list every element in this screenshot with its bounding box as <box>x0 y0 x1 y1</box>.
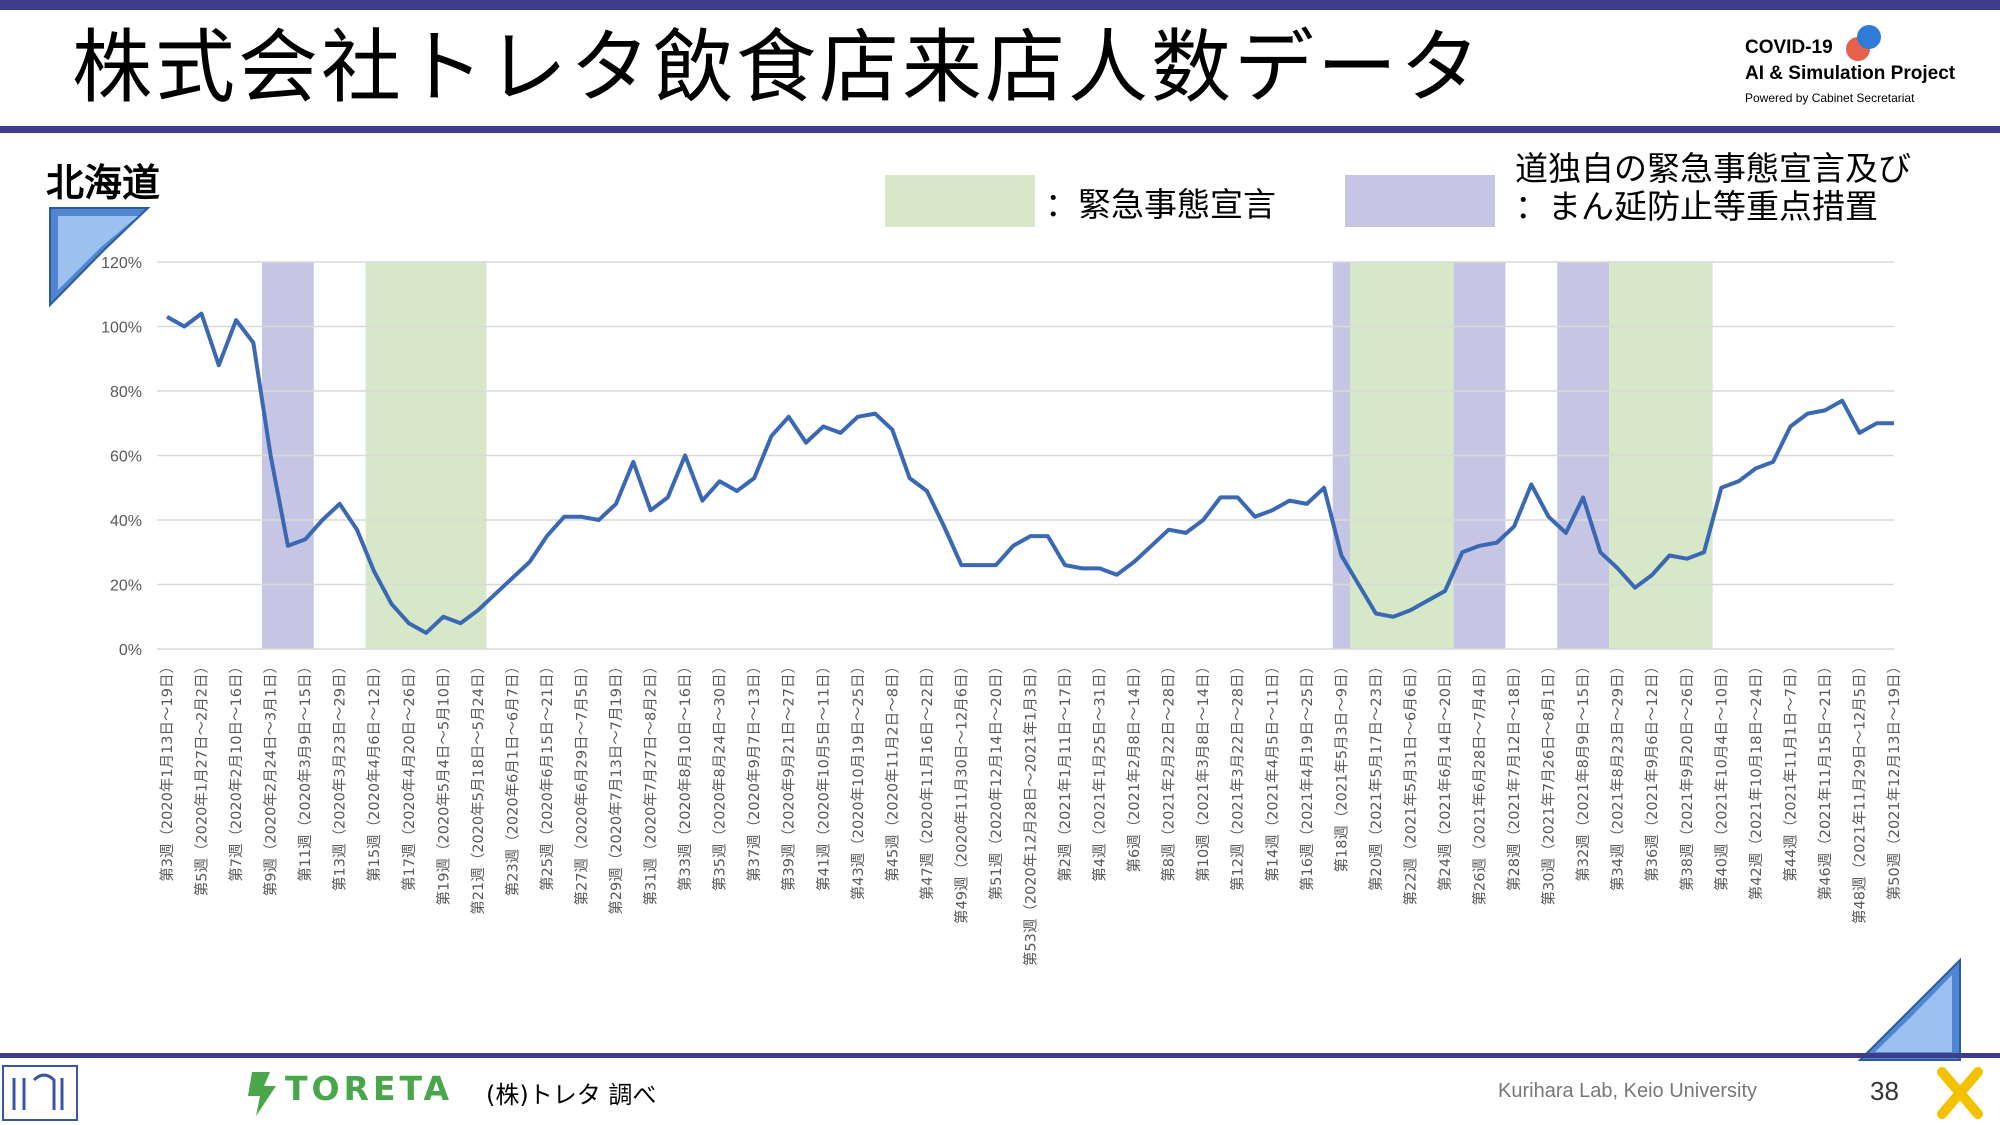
x-tick-label: 第17週（2020年4月20日～26日） <box>400 659 418 891</box>
x-tick-label: 第3週（2020年1月13日～19日） <box>158 659 176 882</box>
x-tick-label: 第8週（2021年2月22日～28日） <box>1160 659 1178 882</box>
x-tick-label: 第13週（2020年3月23日～29日） <box>331 659 349 891</box>
legend-priority-swatch <box>1345 175 1495 227</box>
legend-emergency-swatch <box>885 175 1035 227</box>
x-tick-label: 第25週（2020年6月15日～21日） <box>538 659 556 891</box>
logo-line3: Powered by Cabinet Secretariat <box>1745 91 1915 105</box>
x-tick-label: 第20週（2021年5月17日～23日） <box>1367 659 1385 891</box>
x-tick-label: 第49週（2020年11月30日～12月6日） <box>952 659 970 924</box>
x-tick-label: 第53週（2020年12月28日～2021年1月3日） <box>1022 659 1040 966</box>
y-tick-label: 40% <box>110 513 142 530</box>
x-tick-label: 第4週（2021年1月25日～31日） <box>1091 659 1109 882</box>
page-title: 株式会社トレタ飲食店来店人数データ <box>72 21 1483 114</box>
y-tick-label: 80% <box>110 384 142 401</box>
series-line <box>166 311 1894 635</box>
x-tick-label: 第46週（2021年11月15日～21日） <box>1816 659 1834 900</box>
x-tick-label: 第33週（2020年8月10日～16日） <box>676 659 694 891</box>
x-tick-label: 第18週（2021年5月3日～9日） <box>1332 659 1350 873</box>
source-note: (株)トレタ 調べ <box>486 1081 657 1109</box>
x-tick-label: 第35週（2020年8月24日～30日） <box>711 659 729 891</box>
y-tick-label: 20% <box>110 578 142 595</box>
x-tick-label: 第12週（2021年3月22日～28日） <box>1229 659 1247 891</box>
x-tick-label: 第45週（2020年11月2日～8日） <box>883 659 901 882</box>
x-tick-label: 第11週（2020年3月9日～15日） <box>296 659 314 882</box>
y-tick-label: 120% <box>101 255 142 272</box>
x-tick-label: 第44週（2021年11月1日～7日） <box>1781 659 1799 882</box>
footer-divider <box>0 1053 2000 1058</box>
x-tick-label: 第26週（2021年6月28日～7月4日） <box>1471 659 1489 905</box>
x-tick-label: 第40週（2021年10月4日～10日） <box>1712 659 1730 891</box>
x-tick-label: 第9週（2020年2月24日～3月1日） <box>262 659 280 896</box>
x-tick-label: 第23週（2020年6月1日～6月7日） <box>503 659 521 896</box>
x-tick-label: 第5週（2020年1月27日～2月2日） <box>193 659 211 896</box>
top-accent-bar <box>0 0 2000 10</box>
x-tick-label: 第36週（2021年9月6日～12日） <box>1643 659 1661 882</box>
page-number: 38 <box>1870 1076 1899 1106</box>
x-tick-label: 第7週（2020年2月10日～16日） <box>227 659 245 882</box>
x-tick-label: 第47週（2020年11月16日～22日） <box>918 659 936 900</box>
x-tick-label: 第39週（2020年9月21日～27日） <box>780 659 798 891</box>
x-tick-label: 第30週（2021年7月26日～8月1日） <box>1540 659 1558 905</box>
x-tick-label: 第24週（2021年6月14日～20日） <box>1436 659 1454 891</box>
x-tick-label: 第31週（2020年7月27日～8月2日） <box>642 659 660 905</box>
x-tick-label: 第38週（2021年9月20日～26日） <box>1678 659 1696 891</box>
x-tick-label: 第14週（2021年4月5日～11日） <box>1263 659 1281 882</box>
x-tick-label: 第27週（2020年6月29日～7月5日） <box>572 659 590 905</box>
x-tick-label: 第43週（2020年10月19日～25日） <box>849 659 867 900</box>
legend-emergency-label: ：緊急事態宣言 <box>1045 185 1276 224</box>
corner-arrow-bottom-right <box>1857 957 1961 1061</box>
x-tick-label: 第15週（2020年4月6日～12日） <box>365 659 383 882</box>
x-mark-icon <box>1937 1067 1983 1119</box>
x-tick-label: 第50週（2021年12月13日～19日） <box>1885 659 1903 900</box>
region-label: 北海道 <box>46 161 161 205</box>
x-tick-label: 第16週（2021年4月19日～25日） <box>1298 659 1316 891</box>
x-tick-label: 第42週（2021年10月18日～24日） <box>1747 659 1765 900</box>
x-tick-label: 第10週（2021年3月8日～14日） <box>1194 659 1212 882</box>
header-divider <box>0 126 2000 133</box>
x-tick-label: 第48週（2021年11月29日～12月5日） <box>1850 659 1868 924</box>
x-tick-label: 第22週（2021年5月31日～6月6日） <box>1401 659 1419 905</box>
logo-line2: AI & Simulation Project <box>1745 63 1956 84</box>
x-tick-label: 第19週（2020年5月4日～5月10日） <box>434 659 452 905</box>
y-tick-label: 0% <box>119 642 142 659</box>
covid-ai-project-logo: COVID-19 AI & Simulation Project Powered… <box>1745 25 1985 110</box>
x-tick-label: 第41週（2020年10月5日～11日） <box>814 659 832 891</box>
x-tick-label: 第32週（2021年8月9日～15日） <box>1574 659 1592 882</box>
toreta-logo-text: TORETA <box>285 1069 454 1108</box>
x-tick-label: 第34週（2021年8月23日～29日） <box>1609 659 1627 891</box>
lab-credit: Kurihara Lab, Keio University <box>1498 1080 1758 1102</box>
y-tick-label: 100% <box>101 320 142 337</box>
x-tick-label: 第2週（2021年1月11日～17日） <box>1056 659 1074 882</box>
logo-blue-dot <box>1857 25 1881 49</box>
x-tick-label: 第29週（2020年7月13日～7月19日） <box>607 659 625 915</box>
toreta-leaf-icon <box>248 1072 276 1116</box>
corner-arrow-top-left <box>49 207 151 308</box>
y-tick-label: 60% <box>110 449 142 466</box>
x-tick-label: 第6週（2021年2月8日～14日） <box>1125 659 1143 873</box>
x-tick-label: 第28週（2021年7月12日～18日） <box>1505 659 1523 891</box>
x-tick-label: 第51週（2020年12月14日～20日） <box>987 659 1005 900</box>
legend-priority-label-line1: 道独自の緊急事態宣言及び <box>1515 149 1911 188</box>
legend-priority-label-line2: ：まん延防止等重点措置 <box>1515 187 1878 226</box>
logo-line1: COVID-19 <box>1745 37 1833 58</box>
lab-logo-icon <box>2 1065 78 1121</box>
x-tick-label: 第37週（2020年9月7日～13日） <box>745 659 763 882</box>
x-tick-label: 第21週（2020年5月18日～5月24日） <box>469 659 487 915</box>
